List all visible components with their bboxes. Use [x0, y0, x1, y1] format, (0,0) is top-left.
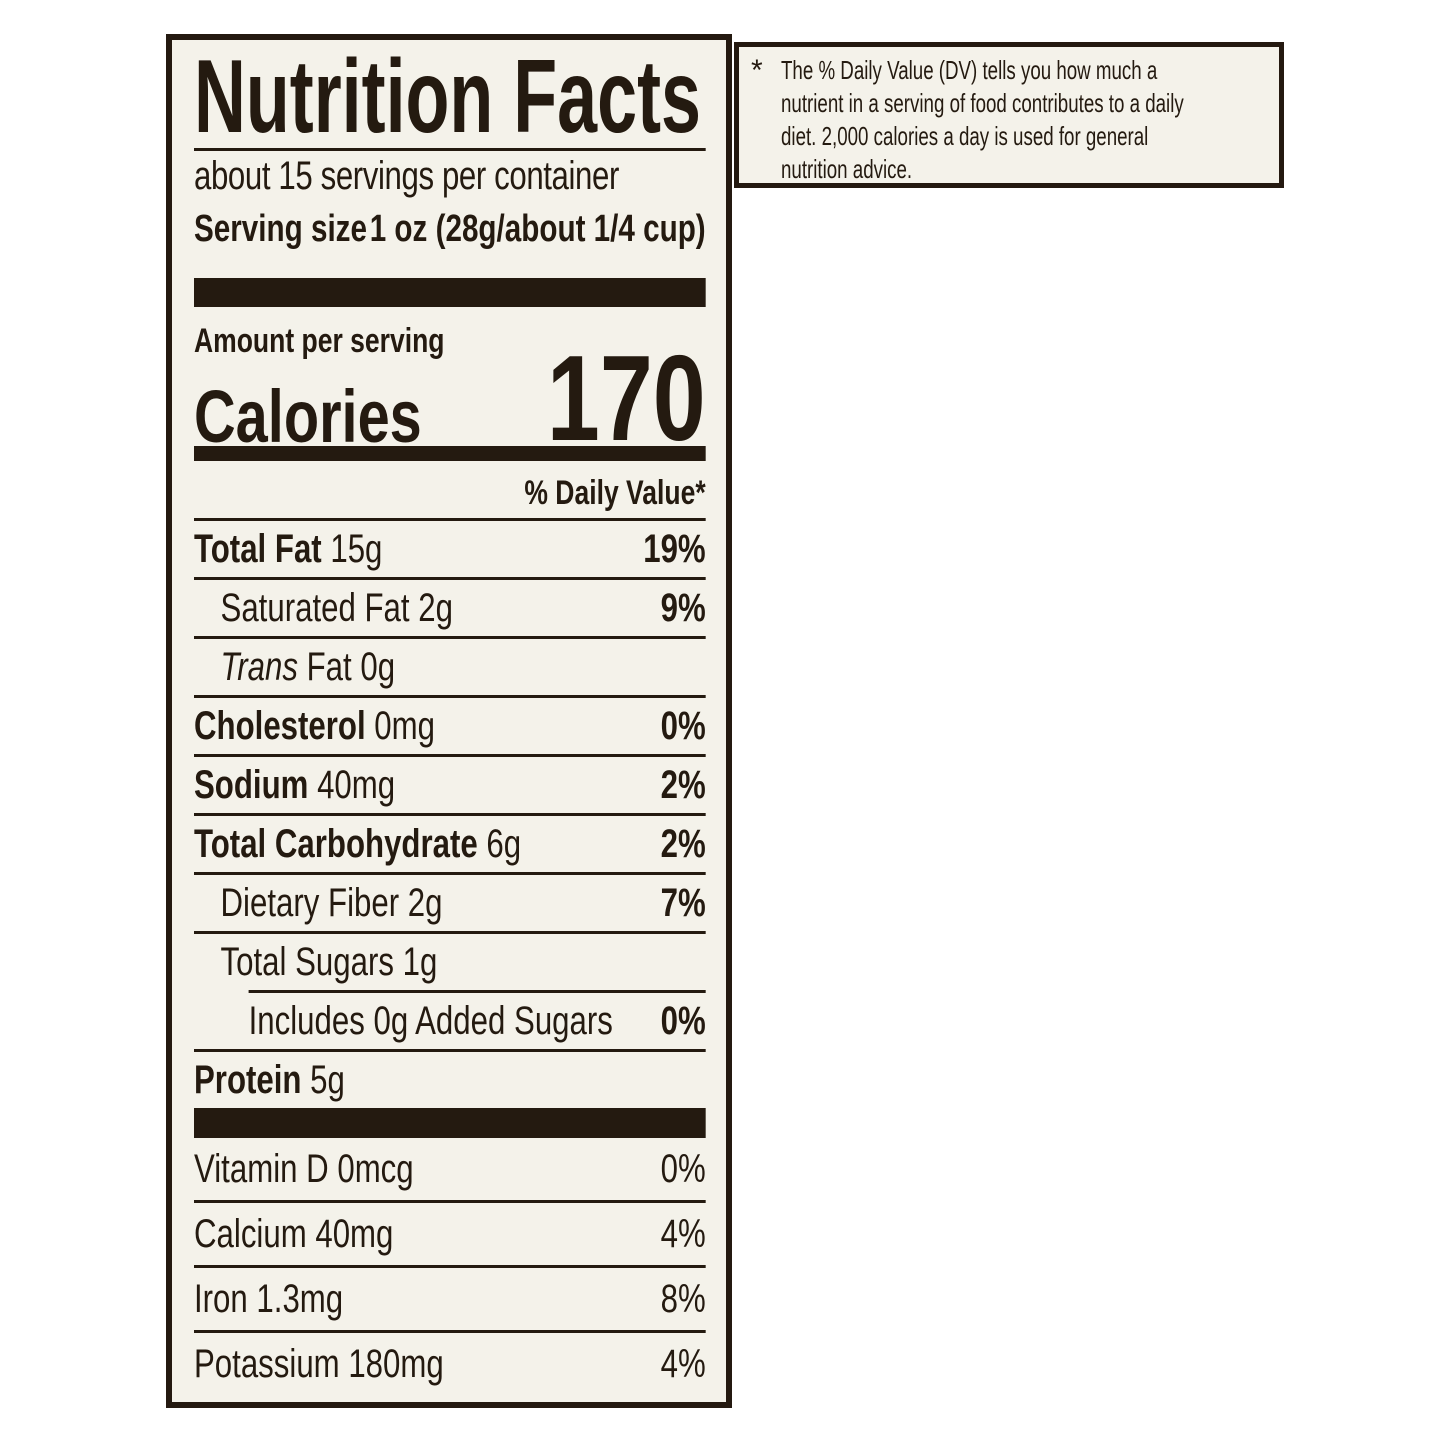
- footnote-line: nutrition advice.: [781, 154, 913, 184]
- nutrient-row-dietary-fiber: Dietary Fiber 2g 7%: [194, 872, 706, 931]
- dv-value: 0%: [660, 1147, 706, 1191]
- amount-per-serving: Amount per serving: [194, 322, 445, 360]
- section-bar-bottom: [194, 1108, 706, 1138]
- dv-value: 2%: [660, 763, 706, 807]
- dv-value: 19%: [643, 527, 706, 571]
- nutrient-row-protein: Protein 5g: [194, 1049, 706, 1108]
- footnote-asterisk: *: [751, 54, 763, 87]
- dv-value: 4%: [660, 1342, 706, 1386]
- calories-divider-bar: [194, 446, 706, 461]
- serving-size-value: 1 oz (28g/about 1/4 cup): [369, 208, 706, 250]
- added-sugars-inset-divider: [248, 990, 706, 993]
- dv-value: 0%: [660, 704, 706, 748]
- micronutrient-row-calcium: Calcium 40mg 4%: [194, 1200, 706, 1265]
- nutrient-row-total-carbohydrate: Total Carbohydrate 6g 2%: [194, 813, 706, 872]
- label-title-graphic: Nutrition Facts: [194, 50, 701, 144]
- nutrient-row-total-sugars: Total Sugars 1g: [194, 931, 706, 990]
- micronutrient-row-potassium: Potassium 180mg 4%: [194, 1330, 706, 1395]
- label-content: Nutrition Facts about 15 servings per co…: [194, 50, 706, 1395]
- label-title: Nutrition Facts: [194, 50, 701, 144]
- footnote-line: nutrient in a serving of food contribute…: [781, 88, 1184, 118]
- daily-value-header: % Daily Value*: [194, 461, 706, 521]
- dv-value: 4%: [660, 1212, 706, 1256]
- calories-value: 170: [546, 330, 706, 467]
- micronutrient-row-vitamin-d: Vitamin D 0mcg 0%: [194, 1147, 706, 1191]
- nutrient-row-trans-fat: Trans Fat 0g: [194, 636, 706, 695]
- section-bar-top: [194, 278, 706, 307]
- nutrition-facts-label: Nutrition Facts about 15 servings per co…: [166, 34, 732, 1408]
- calories-row: Calories 170: [194, 337, 706, 459]
- nutrient-row-sodium: Sodium 40mg 2%: [194, 754, 706, 813]
- calories-label: Calories: [194, 374, 422, 458]
- servings-per-container: about 15 servings per container: [194, 154, 619, 198]
- nutrient-row-added-sugars: Includes 0g Added Sugars 0%: [248, 999, 706, 1043]
- serving-size-row: Serving size 1 oz (28g/about 1/4 cup): [194, 206, 706, 252]
- dv-value: 9%: [660, 586, 706, 630]
- footnote-line: The % Daily Value (DV) tells you how muc…: [781, 55, 1158, 85]
- nutrient-row-total-fat: Total Fat 15g 19%: [194, 527, 706, 571]
- serving-size-label: Serving size: [194, 208, 367, 250]
- nutrient-row-cholesterol: Cholesterol 0mg 0%: [194, 695, 706, 754]
- dv-value: 0%: [660, 999, 706, 1043]
- dv-value: 7%: [660, 881, 706, 925]
- dv-value: 8%: [660, 1277, 706, 1321]
- footnote-text: The % Daily Value (DV) tells you how muc…: [781, 54, 1340, 184]
- dv-value: 2%: [660, 822, 706, 866]
- micronutrient-row-iron: Iron 1.3mg 8%: [194, 1265, 706, 1330]
- nutrient-row-saturated-fat: Saturated Fat 2g 9%: [194, 577, 706, 636]
- footnote-line: diet. 2,000 calories a day is used for g…: [781, 121, 1149, 151]
- daily-value-footnote: * The % Daily Value (DV) tells you how m…: [734, 42, 1284, 188]
- title-divider: [194, 148, 706, 151]
